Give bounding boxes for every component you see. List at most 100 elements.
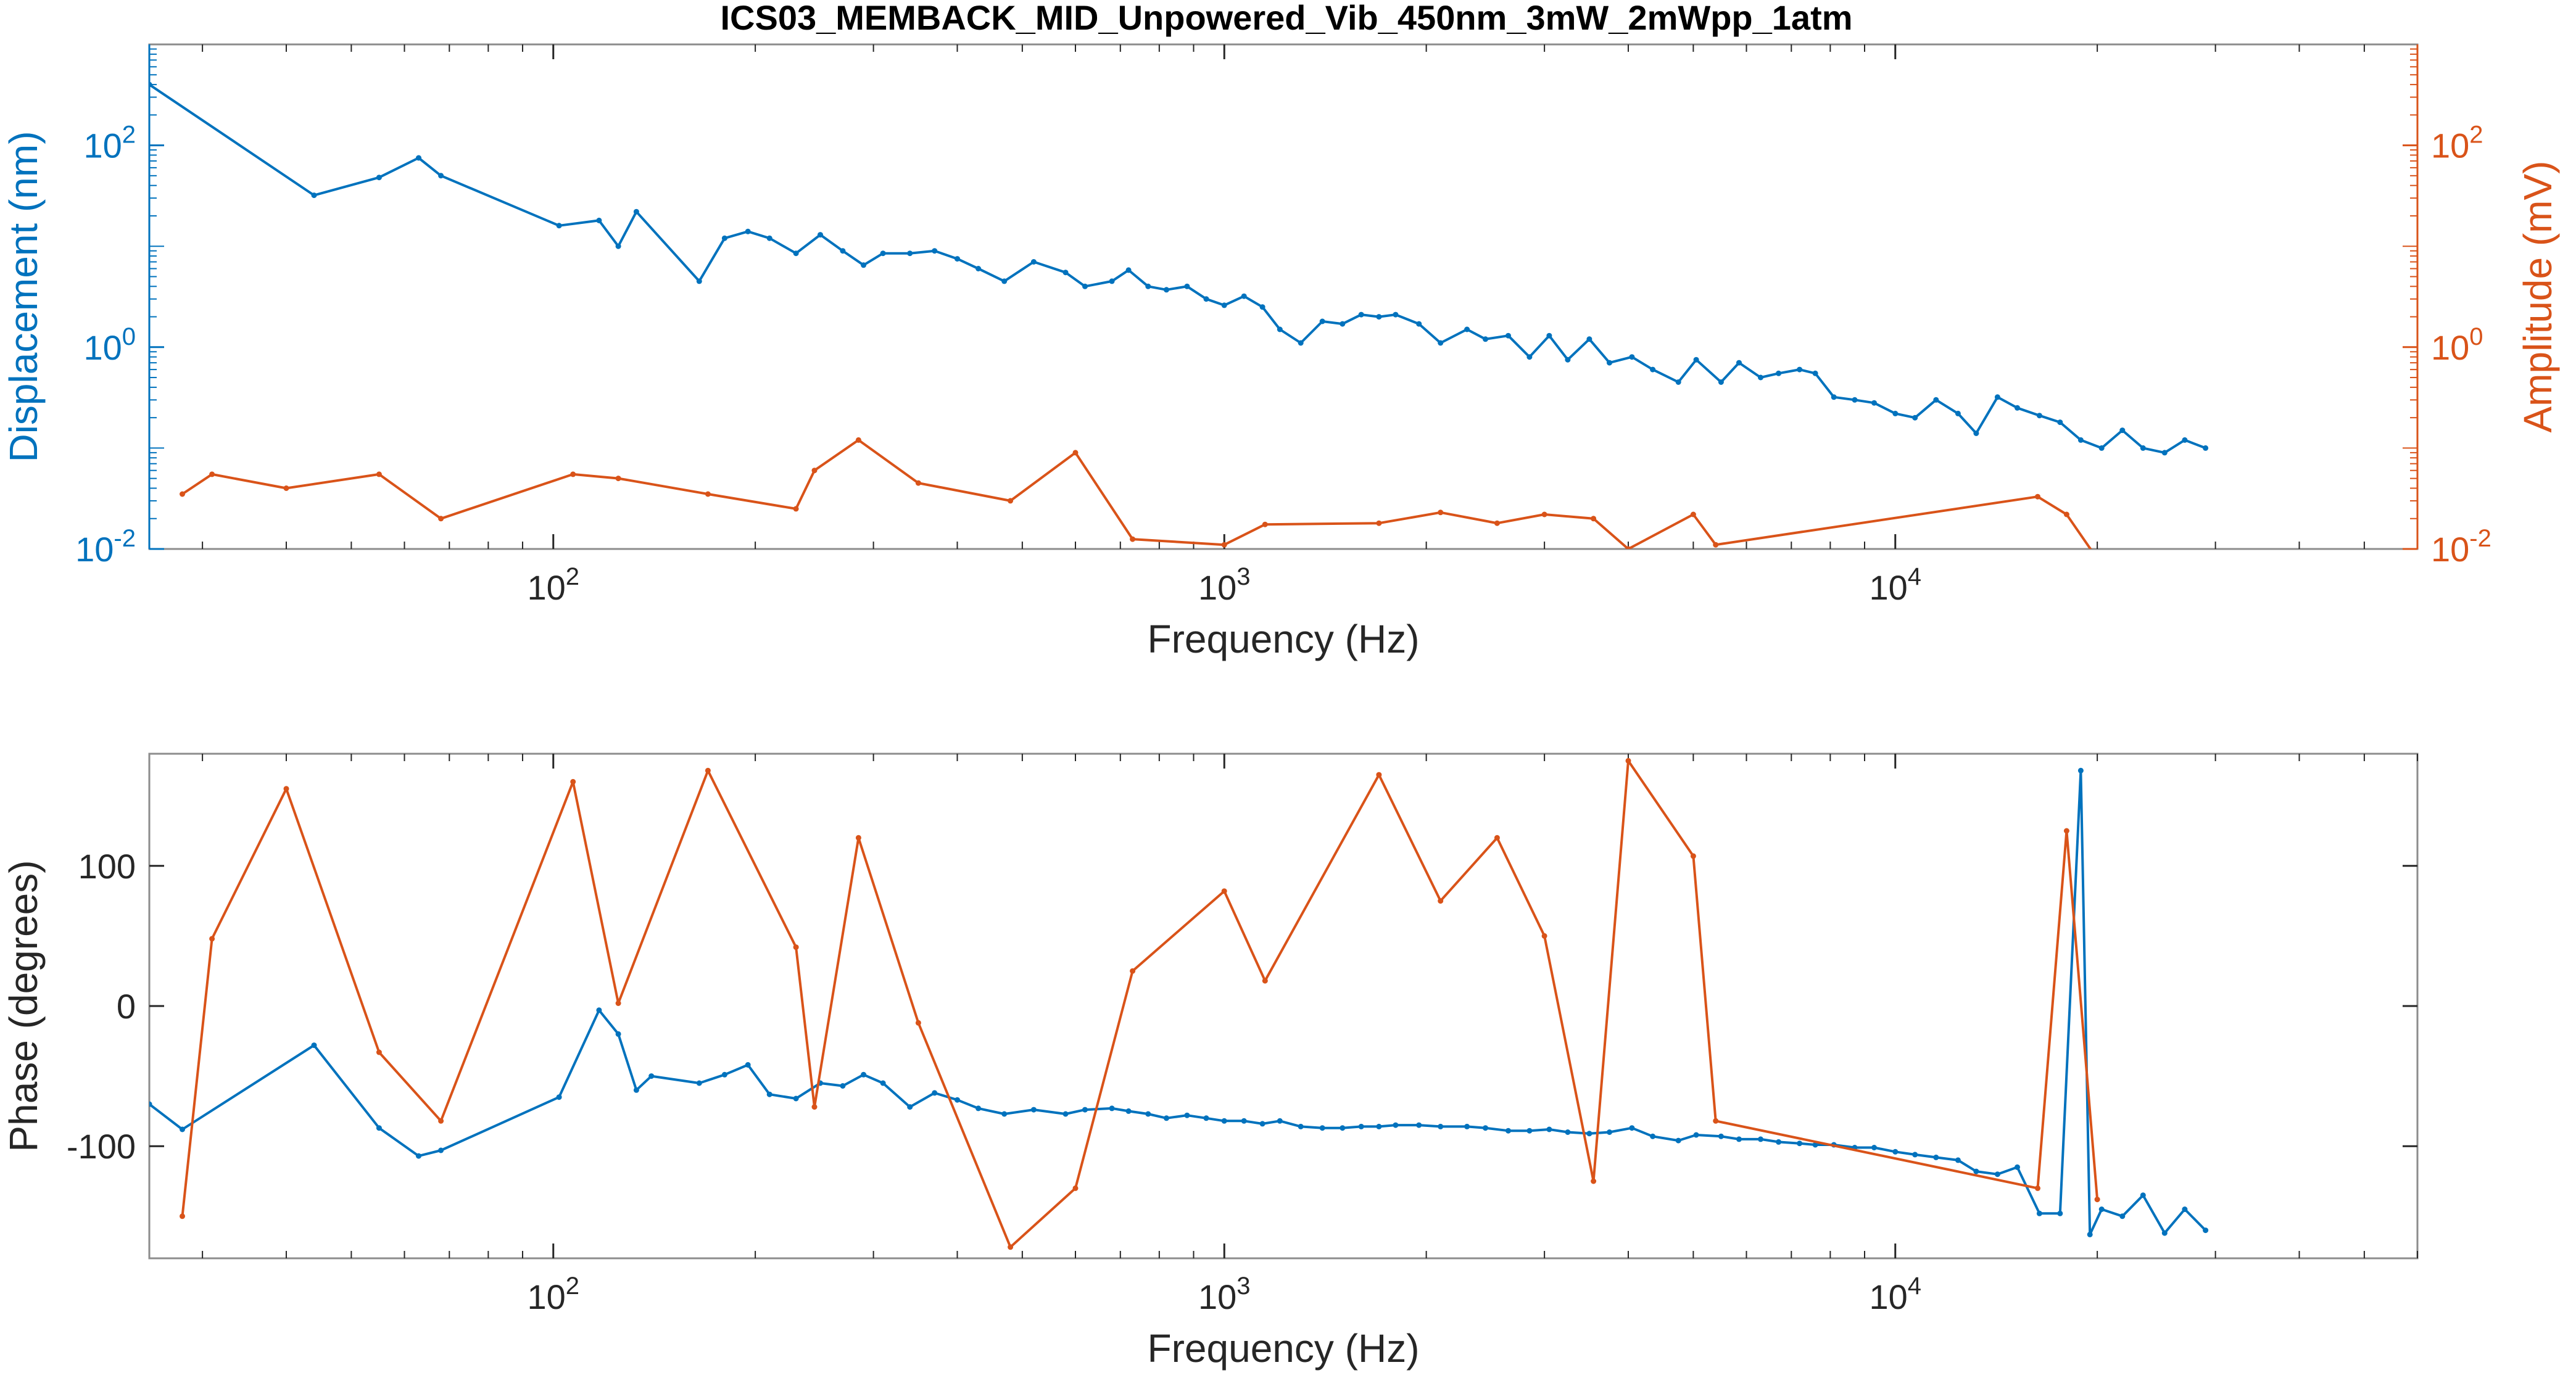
data-point — [1831, 394, 1837, 400]
data-point — [2161, 1230, 2168, 1236]
data-point — [2035, 493, 2040, 500]
data-point — [1546, 332, 1552, 339]
data-point — [438, 1118, 444, 1124]
data-point — [840, 248, 846, 254]
data-point — [180, 1213, 185, 1219]
data-point — [1541, 511, 1547, 518]
series-layer — [149, 757, 2209, 1250]
data-point — [818, 232, 823, 238]
y-tick-label: 10-2 — [75, 525, 136, 569]
y-tick-label: 100 — [83, 323, 136, 367]
data-point — [311, 192, 317, 199]
data-point — [2015, 1164, 2020, 1170]
data-point — [1871, 400, 1877, 406]
data-point — [2098, 1206, 2105, 1212]
data-point — [793, 1095, 799, 1102]
data-point — [2063, 828, 2069, 834]
data-point — [1145, 283, 1151, 289]
data-point — [2035, 1185, 2040, 1191]
data-point — [615, 1031, 621, 1037]
data-point — [745, 228, 751, 234]
data-point — [696, 278, 702, 284]
data-point — [2140, 445, 2146, 451]
data-point — [1675, 379, 1681, 385]
data-point — [1494, 835, 1500, 841]
data-point — [1973, 431, 1979, 436]
x-tick-label-exponent: 3 — [1236, 563, 1250, 590]
data-point — [376, 175, 382, 181]
x-tick-label: 104 — [1869, 1272, 1921, 1316]
y-tick-label-base: 10 — [83, 328, 122, 367]
data-point — [1072, 450, 1079, 456]
data-point — [1713, 1118, 1719, 1124]
x-tick-label-exponent: 4 — [1908, 1272, 1921, 1300]
data-point — [1852, 397, 1858, 403]
data-point — [1319, 318, 1325, 324]
data-point — [2203, 445, 2209, 451]
data-point — [1438, 1123, 1444, 1129]
data-point — [855, 835, 861, 841]
data-point — [1797, 366, 1803, 373]
data-point — [1221, 542, 1227, 548]
data-point — [880, 250, 886, 257]
data-point — [1994, 1171, 2000, 1177]
y-tick-label: 0 — [117, 987, 136, 1026]
data-point — [1262, 521, 1268, 527]
data-point — [1565, 357, 1571, 363]
data-point — [1650, 366, 1656, 373]
x-tick-label-exponent: 2 — [566, 563, 579, 590]
data-point — [880, 1080, 886, 1086]
data-point — [209, 471, 215, 477]
data-point — [2140, 1192, 2146, 1198]
data-point — [376, 471, 382, 477]
data-point — [907, 250, 913, 257]
data-point — [1892, 410, 1899, 416]
x-tick-label: 103 — [1198, 1272, 1251, 1316]
y-right-tick-label: 10-2 — [2431, 525, 2491, 569]
x-axis-label: Frequency (Hz) — [1148, 617, 1420, 661]
data-point — [1184, 283, 1190, 289]
data-point — [633, 1087, 639, 1093]
data-point — [1082, 283, 1088, 289]
data-point — [1164, 287, 1169, 293]
data-point — [438, 1147, 444, 1153]
data-point — [1393, 311, 1399, 318]
data-point — [1221, 302, 1227, 308]
data-point — [1376, 772, 1382, 778]
y-right-tick-label-base: 10 — [2431, 530, 2469, 569]
data-point — [1607, 1129, 1612, 1135]
y-tick-label-exponent: 2 — [122, 122, 136, 149]
data-point — [1203, 1115, 1209, 1121]
x-tick-label-exponent: 4 — [1908, 563, 1921, 590]
data-point — [416, 155, 421, 161]
data-point — [1736, 360, 1742, 366]
data-point — [283, 786, 289, 792]
data-point — [932, 1090, 938, 1096]
data-point — [149, 81, 152, 88]
y-right-tick-label-exponent: 0 — [2469, 323, 2483, 350]
data-point — [1933, 1154, 1939, 1160]
data-point — [1629, 1125, 1635, 1131]
data-point — [705, 767, 711, 773]
y-tick-label-base: 10 — [83, 126, 122, 165]
x-tick-label-base: 10 — [1869, 1277, 1907, 1316]
data-point — [2087, 1231, 2093, 1237]
data-point — [1586, 336, 1592, 342]
data-point — [438, 516, 444, 522]
data-point — [2182, 1206, 2188, 1212]
data-point — [180, 1126, 185, 1132]
data-point — [1994, 394, 2000, 400]
data-point — [1438, 509, 1444, 516]
series-layer — [149, 81, 2209, 549]
y-axis-label: Displacement (nm) — [1, 131, 46, 462]
y-tick-label: 100 — [78, 847, 136, 886]
data-point — [2015, 405, 2020, 411]
data-point — [1505, 1128, 1511, 1134]
data-point — [615, 243, 621, 249]
data-point — [1072, 1185, 1079, 1191]
data-point — [1693, 357, 1699, 363]
figure-title: ICS03_MEMBACK_MID_Unpowered_Vib_450nm_3m… — [720, 0, 1852, 37]
data-point — [311, 1042, 317, 1049]
